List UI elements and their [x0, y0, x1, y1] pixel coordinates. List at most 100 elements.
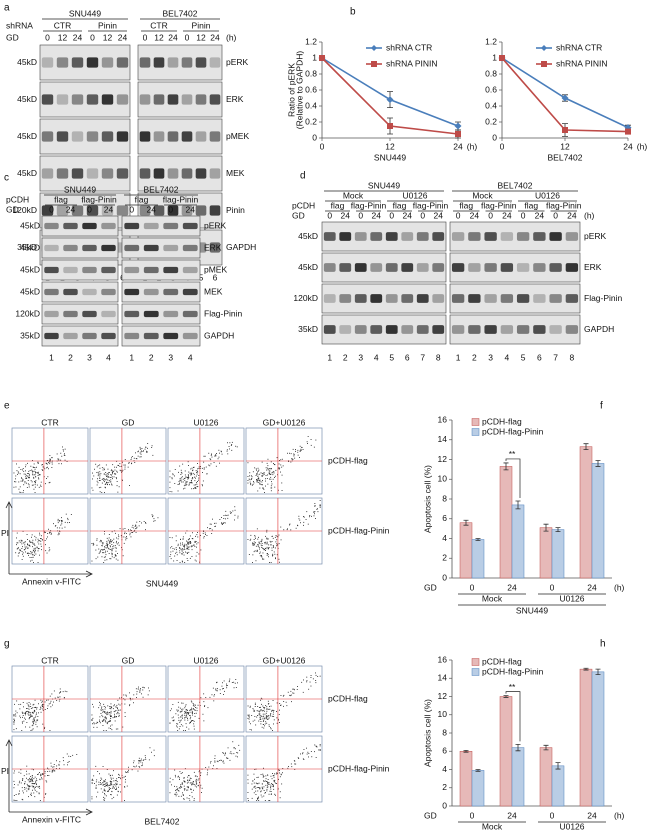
flow-dot — [50, 700, 52, 702]
flow-dot — [266, 706, 268, 708]
flow-dot — [117, 464, 119, 466]
flow-dot — [64, 448, 66, 450]
flow-dot — [199, 770, 200, 772]
flow-dot — [102, 766, 104, 767]
flow-column-label: CTR — [41, 655, 58, 665]
legend-marker — [541, 61, 547, 67]
flow-dot — [275, 782, 276, 784]
flow-dot — [212, 518, 213, 520]
flow-dot — [265, 475, 267, 476]
flow-dot — [60, 452, 62, 454]
flow-dot — [270, 714, 271, 716]
flow-dot — [109, 542, 110, 544]
flow-dot — [121, 471, 122, 473]
flow-dot — [27, 544, 28, 546]
flow-dot — [115, 780, 117, 781]
flow-dot — [133, 694, 135, 696]
flow-dot — [178, 719, 180, 721]
flow-dot — [187, 789, 189, 791]
flow-dot — [186, 782, 188, 784]
flow-dot — [37, 538, 39, 540]
flow-dot — [232, 510, 234, 512]
flow-dot — [276, 722, 278, 724]
flow-dot — [124, 531, 126, 533]
flow-dot — [192, 712, 193, 714]
flow-dot — [283, 694, 285, 696]
flow-dot — [249, 705, 251, 707]
flow-dot — [125, 537, 127, 539]
flow-dot — [258, 796, 259, 798]
flow-dot — [108, 787, 110, 789]
flow-dot — [19, 708, 21, 710]
blot-band — [370, 263, 383, 272]
flow-dot — [266, 781, 267, 782]
flow-dot — [286, 529, 288, 531]
flow-dot — [39, 534, 41, 536]
flow-dot — [27, 476, 29, 478]
flow-dot — [61, 520, 63, 521]
flow-dot — [47, 775, 48, 776]
flow-dot — [264, 725, 265, 727]
flow-dot — [314, 744, 316, 746]
flow-dot — [59, 692, 61, 693]
flow-dot — [188, 465, 189, 466]
flow-dot — [194, 487, 196, 489]
flow-dot — [270, 715, 272, 717]
flow-dot — [35, 780, 37, 782]
flow-dot — [177, 788, 179, 790]
flow-dot — [109, 775, 111, 777]
flow-dot — [100, 788, 102, 790]
blot-band — [56, 94, 69, 105]
flow-dot — [40, 774, 42, 776]
flow-dot — [96, 796, 97, 798]
flow-dot — [218, 456, 220, 458]
flow-dot — [194, 785, 196, 787]
flow-dot — [151, 751, 152, 753]
flow-dot — [34, 787, 36, 788]
flow-dot — [31, 469, 33, 471]
flow-dot — [25, 711, 27, 713]
flow-dot — [199, 561, 200, 563]
cell-line-label: BEL7402 — [163, 8, 198, 18]
flow-dot — [21, 551, 23, 552]
blot-band — [139, 94, 151, 105]
flow-dots — [169, 506, 239, 563]
legend-label: shRNA CTR — [386, 42, 432, 52]
flow-dot — [262, 547, 263, 549]
flow-dot — [111, 706, 113, 708]
flow-dot — [92, 489, 94, 491]
flow-dot — [67, 517, 69, 519]
flow-dot — [108, 537, 110, 539]
flow-dot — [99, 476, 101, 478]
flow-dot — [185, 712, 186, 713]
flow-dot — [40, 699, 42, 701]
y-tick-label: 0.6 — [305, 84, 317, 94]
flow-dot — [267, 782, 268, 784]
group-label: flag — [524, 200, 538, 210]
cell-line-label: SNU449 — [69, 8, 101, 18]
lane-number: 3 — [358, 352, 363, 362]
flow-dot — [271, 535, 273, 537]
time-point: 0 — [87, 204, 92, 214]
flow-dot — [22, 722, 23, 724]
bar — [551, 529, 565, 579]
flow-dot — [108, 534, 110, 535]
flow-dot — [266, 554, 268, 556]
flow-dot — [319, 675, 321, 677]
flow-dot — [268, 556, 269, 558]
flow-dot — [250, 723, 251, 725]
flow-dot — [122, 555, 124, 557]
flow-dot — [110, 477, 112, 478]
flow-dot — [177, 543, 179, 545]
flow-dot — [28, 779, 30, 781]
flow-dot — [147, 447, 148, 449]
flow-dot — [200, 549, 202, 551]
flow-dot — [273, 711, 274, 713]
flow-dot — [214, 526, 216, 527]
lane-number: 8 — [570, 352, 575, 362]
flow-dot — [265, 485, 266, 487]
flow-dot — [128, 529, 129, 531]
flow-dot — [113, 711, 115, 713]
flow-dot — [129, 532, 131, 534]
flow-dot — [59, 520, 61, 521]
